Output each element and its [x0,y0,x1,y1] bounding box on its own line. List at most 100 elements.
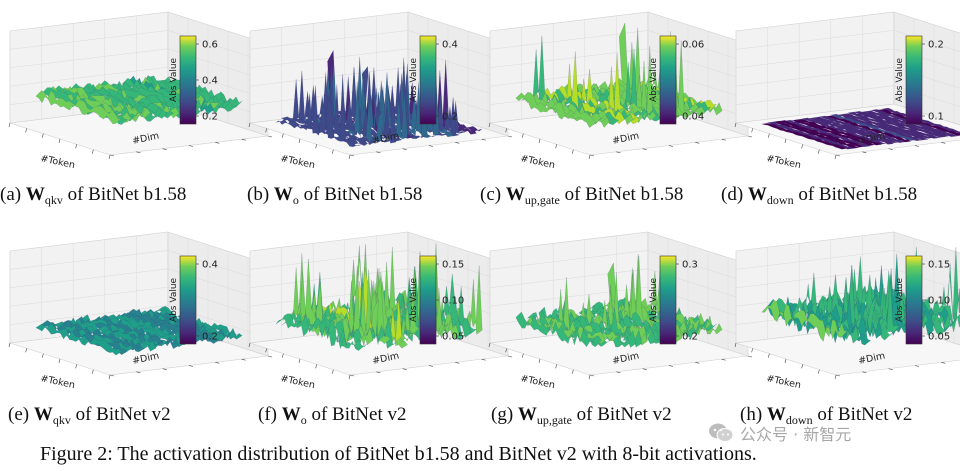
x-tick [92,369,94,374]
colorbar-tick-label: 0.2 [928,40,944,51]
x-axis-label: #Token [39,153,76,171]
colorbar [905,255,923,345]
x-tick [768,353,770,358]
y-tick [455,362,460,364]
colorbar-tick-label: 0.1 [928,112,944,123]
grid-line [735,268,960,291]
y-tick [695,362,700,364]
x-tick [42,353,44,358]
x-tick [25,128,27,133]
grid-line [249,30,509,63]
x-tick [282,353,284,358]
y-tick [376,151,381,154]
axis-pane [735,11,895,124]
x-tick [538,138,541,144]
x-tick [8,122,11,128]
x-tick [751,128,753,133]
colorbar-tick-label: 0.4 [442,40,458,51]
x-tick [282,133,284,138]
y-tick [914,145,920,147]
x-tick [8,342,11,348]
y-tick [721,358,726,361]
x-tick [298,138,301,144]
x-tick [298,358,301,364]
caption-e: (e) Wqkv of BitNet v2 [8,404,171,427]
y-tick [188,365,194,367]
x-tick [25,348,27,353]
y-tick [888,368,893,370]
y-tick [109,154,115,157]
colorbar-tick-label: 0.15 [928,260,950,271]
y-tick [162,148,167,150]
colorbar-label: Abs Value [169,277,179,322]
colorbar-tick-label: 0.04 [682,112,704,123]
x-tick [588,154,591,160]
surface-strip [515,311,602,348]
y-tick [835,374,841,377]
x-axis-label: #Token [765,153,802,171]
x-tick [734,342,737,348]
x-tick [332,149,334,154]
colorbar-label: Abs Value [649,57,659,102]
x-tick [801,364,803,369]
grid-line [735,30,960,52]
caption-c: (c) Wup,gate of BitNet b1.58 [480,184,684,207]
y-tick [747,135,753,138]
x-tick [834,154,837,160]
colorbar-tick-label: 0.10 [442,296,464,307]
surface-strip [35,90,122,125]
y-tick [695,142,700,144]
x-tick [572,369,574,374]
y-tick [215,142,220,144]
y-tick [267,355,273,358]
y-tick [507,135,513,138]
x-tick [801,144,803,149]
grid-line [249,66,509,100]
y-tick [349,374,355,377]
colorbar-tick-label: 0.2 [202,112,218,123]
wechat-icon [709,423,734,442]
colorbar-label: Abs Value [169,57,179,102]
grid-line [735,250,960,272]
colorbar-tick-label: 0.10 [928,296,950,307]
grid-line [249,250,509,283]
x-tick [315,144,317,149]
y-tick [188,145,194,147]
grid-line [9,30,269,63]
caption-d: (d) Wdown of BitNet b1.58 [721,184,918,207]
x-axis-label: #Token [279,373,316,391]
colorbar [179,35,197,125]
x-tick [348,154,351,160]
y-tick [136,371,141,374]
colorbar-tick-label: 0.4 [202,260,218,271]
colorbar-tick-label: 0.2 [682,332,698,343]
surface-strip [824,115,912,143]
y-tick [241,358,246,361]
grid-line [249,48,509,82]
y-tick [481,138,486,141]
y-tick [402,368,407,370]
x-axis-label: #Token [519,373,556,391]
colorbar-tick-label: 0.2 [202,332,218,343]
y-tick [589,154,595,157]
y-tick [162,368,167,370]
surface-strip [35,322,122,356]
y-tick [241,138,246,141]
x-tick [522,133,524,138]
y-tick [668,365,674,367]
colorbar-tick-label: 0.3 [682,260,698,271]
y-tick [376,371,381,374]
y-tick [507,355,513,358]
x-tick [784,358,787,364]
x-tick [734,122,737,128]
y-tick [455,142,460,144]
surface-strip [801,117,888,145]
x-tick [505,128,507,133]
